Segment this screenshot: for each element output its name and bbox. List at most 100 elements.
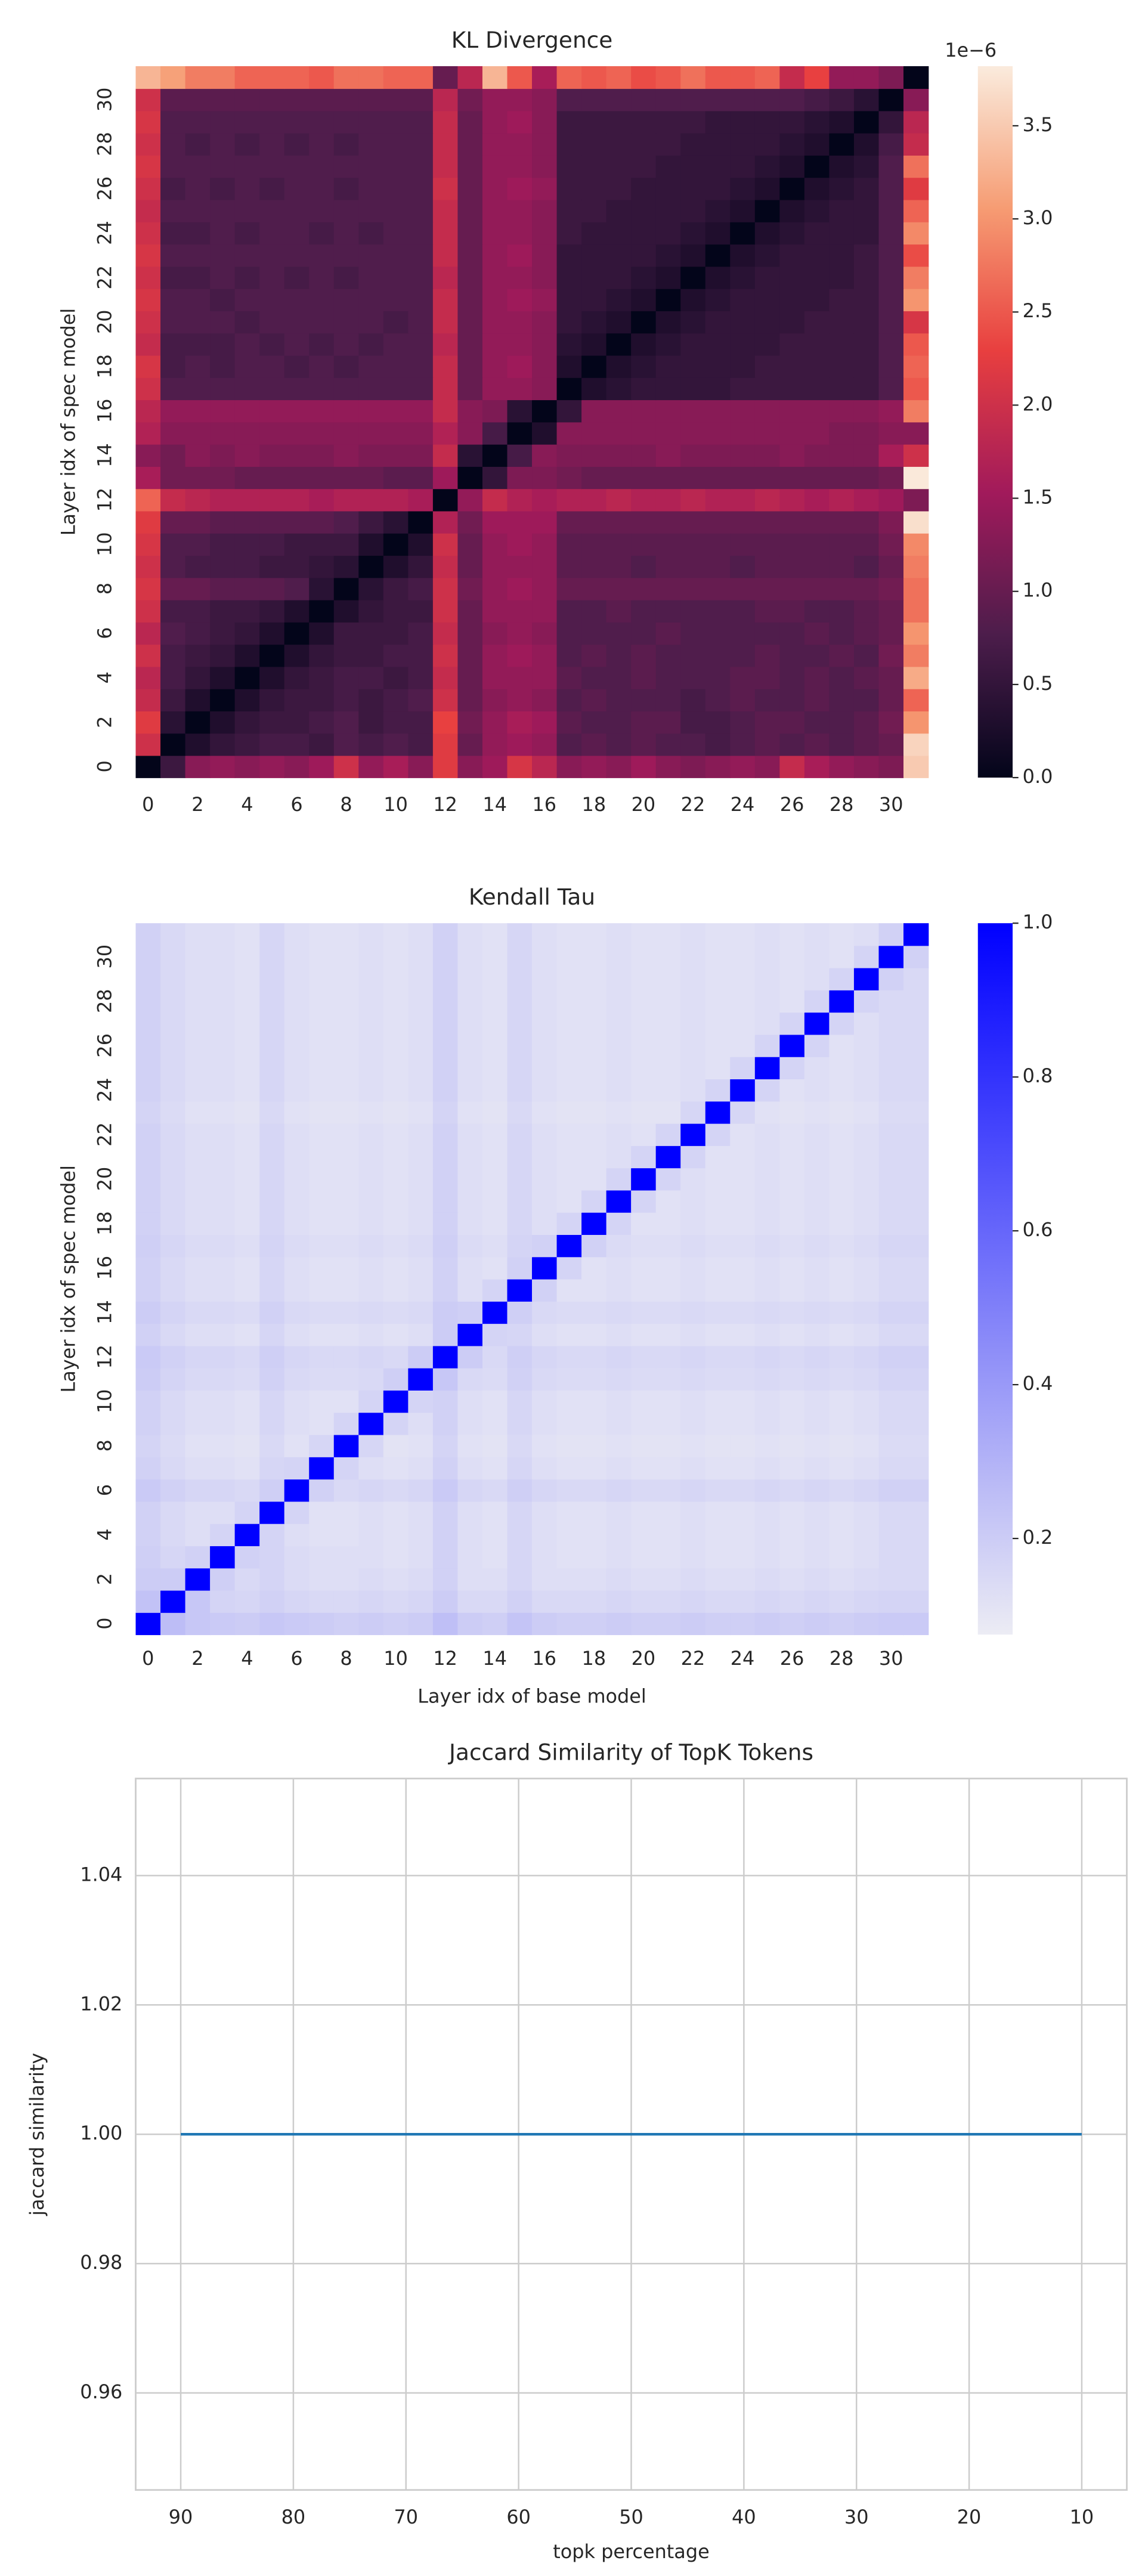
heatmap-cell (878, 199, 904, 222)
heatmap-cell (383, 221, 409, 245)
heatmap-cell (482, 1523, 508, 1546)
heatmap-cell (358, 755, 384, 778)
heatmap-cell (754, 132, 781, 156)
heatmap-cell (333, 288, 360, 311)
heatmap-cell (878, 733, 904, 756)
heatmap-cell (631, 1079, 657, 1102)
y-tick-label: 20 (94, 309, 116, 334)
heatmap-cell (556, 1523, 582, 1546)
heatmap-cell (358, 1190, 384, 1213)
chart-title: Kendall Tau (469, 884, 595, 910)
y-tick-label: 20 (94, 1167, 116, 1191)
heatmap-cell (730, 1523, 756, 1546)
heatmap-cell (309, 1190, 335, 1213)
heatmap-cell (532, 1212, 558, 1236)
heatmap-cell (878, 221, 904, 245)
heatmap-cell (185, 990, 211, 1013)
x-tick-label: 20 (632, 793, 656, 816)
heatmap-cell (234, 1056, 261, 1080)
heatmap-cell (333, 1501, 360, 1524)
heatmap-cell (383, 422, 409, 445)
heatmap-cell (631, 333, 657, 356)
heatmap-cell (309, 1123, 335, 1146)
heatmap-cell (532, 266, 558, 289)
heatmap-cell (581, 377, 607, 401)
heatmap-cell (259, 599, 285, 623)
heatmap-cell (556, 132, 582, 156)
heatmap-cell (259, 221, 285, 245)
x-tick-label: 12 (433, 793, 457, 816)
heatmap-cell (730, 422, 756, 445)
heatmap-cell (829, 577, 855, 600)
heatmap-cell (482, 1190, 508, 1213)
heatmap-cell (259, 577, 285, 600)
heatmap-cell (606, 711, 632, 734)
heatmap-cell (333, 666, 360, 689)
heatmap-cell (432, 1278, 459, 1302)
heatmap-cell (779, 1345, 805, 1368)
heatmap-cell (903, 1212, 929, 1236)
x-tick-label: 4 (241, 793, 253, 816)
heatmap-cell (829, 155, 855, 178)
heatmap-cell (556, 110, 582, 134)
heatmap-cell (234, 666, 261, 689)
heatmap-cell (903, 755, 929, 778)
heatmap-cell (482, 967, 508, 990)
heatmap-cell (853, 1012, 880, 1035)
heatmap-cell (853, 945, 880, 968)
heatmap-cell (482, 755, 508, 778)
heatmap-cell (383, 1612, 409, 1636)
heatmap-cell (903, 132, 929, 156)
heatmap-cell (829, 1457, 855, 1480)
heatmap-cell (804, 1168, 830, 1191)
heatmap-cell (457, 1123, 483, 1146)
y-tick-label: 0 (94, 1617, 116, 1629)
heatmap-cell (532, 1568, 558, 1591)
heatmap-cell (482, 377, 508, 401)
heatmap-cell (160, 1612, 186, 1636)
heatmap-cell (432, 1012, 459, 1035)
heatmap-cell (284, 311, 310, 334)
x-tick-label: 8 (340, 1647, 352, 1670)
heatmap-cell (210, 1345, 236, 1368)
heatmap-cell (705, 990, 731, 1013)
heatmap-cell (680, 1056, 706, 1080)
heatmap-cell (507, 355, 533, 378)
heatmap-cell (903, 66, 929, 89)
heatmap-cell (160, 577, 186, 600)
heatmap-cell (581, 1168, 607, 1191)
heatmap-cell (432, 688, 459, 712)
heatmap-cell (160, 733, 186, 756)
heatmap-cell (284, 1212, 310, 1236)
heatmap-cell (878, 155, 904, 178)
heatmap-cell (829, 221, 855, 245)
heatmap-cell (532, 1479, 558, 1502)
heatmap-cell (309, 110, 335, 134)
heatmap-cell (606, 1034, 632, 1057)
heatmap-cell (358, 177, 384, 200)
heatmap-cell (804, 1234, 830, 1258)
heatmap-cell (754, 688, 781, 712)
heatmap-cell (135, 711, 161, 734)
heatmap-cell (482, 266, 508, 289)
heatmap-cell (581, 967, 607, 990)
heatmap-cell (878, 755, 904, 778)
heatmap-cell (853, 510, 880, 534)
heatmap-cell (309, 644, 335, 667)
heatmap-cell (606, 1434, 632, 1457)
heatmap-cell (680, 288, 706, 311)
heatmap-cell (333, 1457, 360, 1480)
x-tick-label: 80 (281, 2506, 306, 2528)
heatmap-cell (482, 221, 508, 245)
colorbar-tick-label: 2.5 (1023, 299, 1053, 322)
heatmap-cell (581, 599, 607, 623)
heatmap-cell (234, 1612, 261, 1636)
heatmap-cell (185, 288, 211, 311)
heatmap-cell (581, 1546, 607, 1569)
heatmap-cell (234, 1345, 261, 1368)
x-tick-label: 30 (879, 793, 903, 816)
heatmap-cell (631, 1546, 657, 1569)
x-tick-label: 10 (1070, 2506, 1094, 2528)
heatmap-cell (680, 66, 706, 89)
heatmap-cell (284, 1168, 310, 1191)
